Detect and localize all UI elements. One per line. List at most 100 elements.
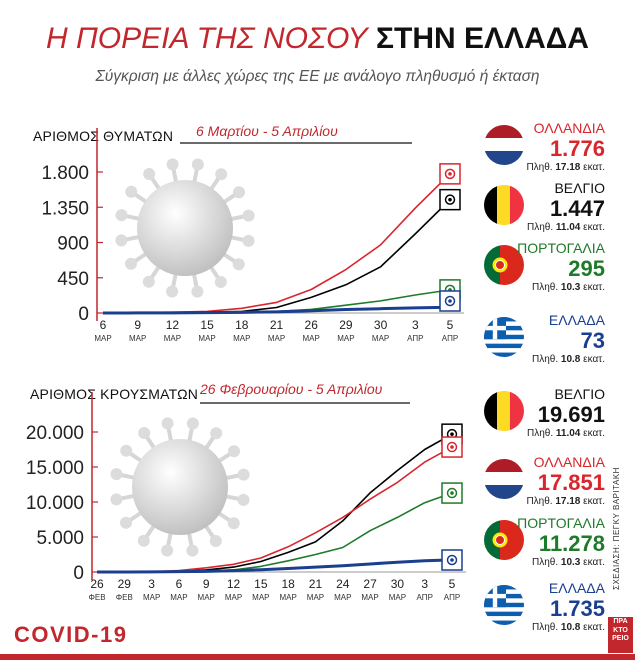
country-name: ΠΟΡΤΟΓΑΛΙΑ [517, 240, 605, 256]
deaths-x-tick-day: 5 [447, 318, 454, 332]
population-unit: εκατ. [580, 222, 605, 233]
population-value: 11.04 [555, 222, 581, 233]
country-entry-greece: ΕΛΛΑΔΑ 73 Πληθ. 10.8 εκατ. [532, 312, 605, 366]
country-population: Πληθ. 10.8 εκατ. [532, 354, 605, 366]
virus-spike-tip [142, 275, 155, 288]
cases-x-tick-month: ΜΑΡ [170, 593, 187, 602]
population-value: 11.04 [555, 428, 581, 439]
virus-spike-tip [115, 209, 128, 222]
deaths-x-tick-day: 18 [235, 318, 249, 332]
virus-spike-tip [186, 544, 199, 557]
virus-spike-tip [186, 417, 199, 430]
marker-ring [444, 194, 456, 205]
virus-body [137, 180, 233, 276]
cases-x-tick-day: 30 [391, 577, 405, 591]
virus-spike-tip [227, 517, 240, 530]
cases-panel-label: ΑΡΙΘΜΟΣ ΚΡΟΥΣΜΑΤΩΝ [30, 386, 199, 402]
greece-flag-icon [484, 585, 524, 625]
deaths-x-tick-month: ΜΑΡ [129, 334, 146, 343]
deaths-y-tick-label: 1.350 [41, 198, 89, 219]
deaths-x-tick-month: ΜΑΡ [164, 334, 181, 343]
population-prefix: Πληθ. [532, 282, 561, 293]
page-subtitle: Σύγκριση με άλλες χώρες της ΕΕ με ανάλογ… [95, 68, 540, 85]
deaths-x-tick-month: ΑΠΡ [407, 334, 423, 343]
population-unit: εκατ. [580, 496, 605, 507]
cases-y-tick-label: 10.000 [26, 493, 84, 514]
deaths-x-tick-month: ΜΑΡ [337, 334, 354, 343]
marker-ring [444, 295, 456, 307]
cases-x-tick-month: ΜΑΡ [225, 593, 242, 602]
cases-x-tick-month: ΦΕΒ [116, 593, 133, 602]
country-name: ΠΟΡΤΟΓΑΛΙΑ [517, 515, 605, 531]
virus-spike-tip [233, 186, 246, 199]
virus-illustration-icon [110, 417, 250, 557]
deaths-x-tick-month: ΜΑΡ [94, 334, 111, 343]
virus-spike-tip [191, 285, 204, 298]
marker-ring [446, 441, 458, 453]
greece-flag-icon [484, 317, 524, 357]
population-unit: εκατ. [580, 354, 605, 365]
population-unit: εκατ. [580, 557, 605, 568]
marker-ring [446, 487, 458, 499]
cases-x-tick-day: 24 [336, 577, 350, 591]
cases-x-tick-day: 18 [281, 577, 295, 591]
deaths-x-tick-day: 3 [412, 318, 419, 332]
country-value: 11.278 [538, 531, 605, 556]
logo-line: ΡΕΙΟ [612, 635, 629, 642]
population-value: 17.18 [555, 496, 581, 507]
cases-x-tick-day: 5 [449, 577, 456, 591]
virus-illustration-icon [115, 158, 255, 298]
country-entry-portugal: ΠΟΡΤΟΓΑΛΙΑ 295 Πληθ. 10.3 εκατ. [517, 240, 605, 294]
population-prefix: Πληθ. [532, 557, 561, 568]
netherlands-flag-icon [484, 459, 524, 499]
deaths-x-tick-month: ΑΠΡ [442, 334, 458, 343]
cases-x-tick-day: 9 [203, 577, 210, 591]
cases-x-tick-day: 15 [254, 577, 268, 591]
title-part-2: ΣΤΗΝ ΕΛΛΑΔΑ [376, 22, 589, 55]
deaths-y-tick-label: 900 [57, 234, 89, 255]
virus-spike-tip [119, 516, 132, 529]
marker-dot [448, 299, 452, 303]
population-prefix: Πληθ. [526, 496, 556, 507]
cases-x-tick-day: 27 [363, 577, 377, 591]
population-unit: εκατ. [580, 282, 605, 293]
logo-line: ΠΡΑ [613, 618, 628, 625]
belgium-flag-icon [484, 391, 524, 431]
cases-x-tick-day: 29 [118, 577, 132, 591]
virus-spike-tip [115, 234, 128, 247]
population-unit: εκατ. [580, 428, 605, 439]
deaths-x-tick-month: ΜΑΡ [233, 334, 250, 343]
cases-x-tick-day: 21 [309, 577, 323, 591]
population-prefix: Πληθ. [532, 354, 561, 365]
virus-spike-tip [242, 209, 255, 222]
cases-x-tick-month: ΦΕΒ [88, 593, 105, 602]
deaths-y-tick-label: 0 [78, 304, 89, 325]
country-value: 17.851 [537, 470, 605, 495]
virus-spike-tip [161, 544, 174, 557]
virus-spike-tip [237, 468, 250, 481]
country-population: Πληθ. 10.8 εκατ. [532, 622, 605, 634]
deaths-x-tick-day: 9 [134, 318, 141, 332]
cases-y-tick-label: 5.000 [36, 528, 84, 549]
virus-spike-tip [242, 234, 255, 247]
country-name: ΕΛΛΑΔΑ [548, 580, 605, 596]
country-value: 19.691 [537, 402, 605, 427]
cases-x-tick-month: ΜΑΡ [361, 593, 378, 602]
deaths-x-tick-day: 30 [374, 318, 388, 332]
cases-panel-period: 26 Φεβρουαρίου - 5 Απριλίου [200, 381, 383, 397]
cases-end-marker-icon [441, 436, 463, 458]
country-name: ΕΛΛΑΔΑ [548, 312, 605, 328]
virus-spike-tip [110, 468, 123, 481]
country-population: Πληθ. 17.18 εκατ. [526, 162, 605, 174]
virus-spike-tip [110, 493, 123, 506]
deaths-y-tick-label: 1.800 [41, 163, 89, 184]
population-value: 10.8 [560, 354, 581, 365]
country-value: 73 [580, 328, 605, 353]
deaths-end-marker-icon [439, 188, 461, 211]
country-value: 295 [568, 256, 605, 281]
cases-y-tick-label: 20.000 [26, 423, 84, 444]
deaths-x-tick-day: 15 [200, 318, 214, 332]
virus-spike-tip [137, 534, 150, 547]
country-entry-portugal: ΠΟΡΤΟΓΑΛΙΑ 11.278 Πληθ. 10.3 εκατ. [517, 515, 605, 569]
